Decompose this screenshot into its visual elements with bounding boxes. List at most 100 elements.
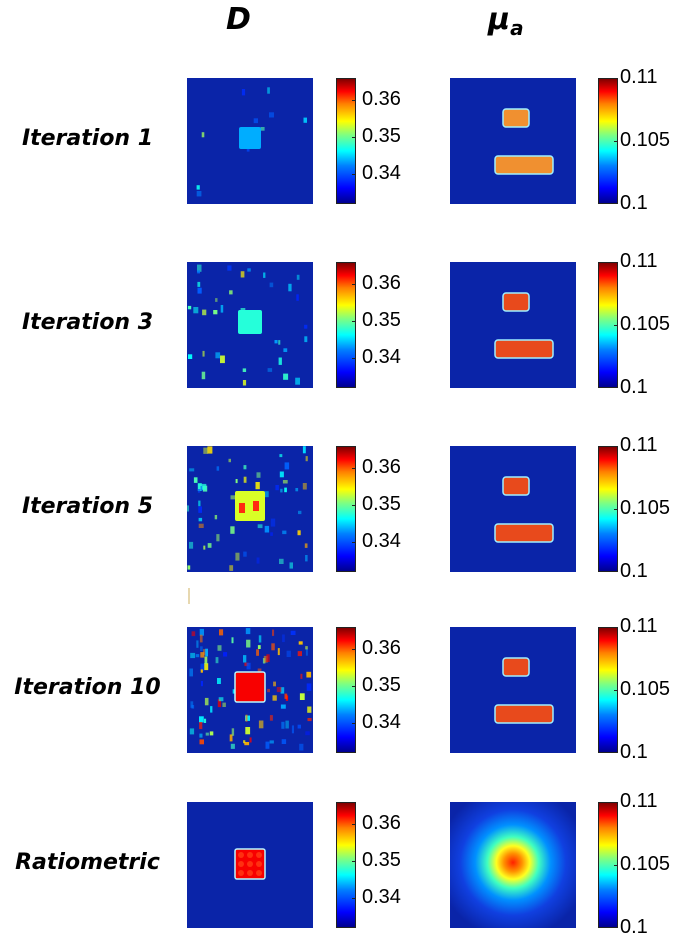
- d-colorbar-tick-label: 0.35: [362, 493, 401, 516]
- d-noise-speck: [305, 648, 308, 656]
- d-noise-speck: [204, 697, 209, 706]
- d-noise-speck: [269, 112, 274, 118]
- d-noise-speck: [279, 558, 284, 564]
- d-noise-speck: [202, 309, 207, 316]
- mu-a-map-panel: [450, 802, 576, 928]
- d-noise-speck: [272, 695, 277, 701]
- d-noise-speck: [217, 699, 222, 708]
- mu-a-upper-inclusion: [502, 292, 530, 312]
- d-noise-speck: [195, 654, 200, 658]
- d-noise-speck: [269, 715, 273, 721]
- mu-a-upper-inclusion: [502, 657, 530, 677]
- mu-a-lower-inclusion: [494, 339, 554, 359]
- mu-a-colorbar-tick-label: 0.11: [620, 790, 658, 812]
- mu-a-map-panel: [450, 627, 576, 753]
- d-noise-speck: [257, 524, 263, 529]
- d-noise-speck: [307, 718, 312, 722]
- mu-a-colorbar-tick-label: 0.105: [620, 497, 671, 519]
- mu-a-colorbar-tickmark: [614, 627, 618, 628]
- d-colorbar-tickmark: [352, 861, 356, 863]
- d-noise-speck: [218, 697, 224, 702]
- d-noise-speck: [223, 652, 228, 657]
- mu-a-colorbar-tickmark: [614, 387, 618, 388]
- d-noise-speck: [257, 645, 261, 649]
- d-noise-speck: [298, 641, 303, 645]
- mu-a-colorbar-tickmark: [614, 446, 618, 447]
- d-noise-speck: [302, 446, 306, 454]
- d-noise-speck: [229, 290, 233, 295]
- mu-a-colorbar-tick-label: 0.11: [620, 434, 658, 456]
- mu-a-upper-inclusion: [502, 476, 530, 496]
- d-noise-speck: [197, 489, 201, 493]
- d-noise-speck: [245, 628, 251, 635]
- d-noise-speck: [189, 468, 195, 472]
- d-noise-speck: [204, 663, 209, 671]
- mu-a-colorbar-tickmark: [614, 203, 618, 204]
- d-noise-speck: [297, 724, 301, 729]
- d-noise-speck: [215, 657, 219, 664]
- d-noise-speck: [193, 477, 198, 483]
- d-noise-speck: [198, 523, 204, 528]
- d-map-panel: [187, 78, 313, 204]
- d-noise-speck: [222, 702, 226, 707]
- d-noise-speck: [295, 488, 299, 492]
- d-noise-speck: [219, 629, 224, 636]
- d-noise-speck: [272, 629, 275, 636]
- d-noise-speck: [280, 687, 285, 694]
- column-header-mu-a: μa: [488, 2, 524, 40]
- d-noise-speck: [255, 482, 260, 490]
- d-colorbar-tick-label: 0.35: [362, 849, 401, 872]
- d-noise-speck: [306, 671, 312, 678]
- mu-a-colorbar-tickmark: [614, 325, 618, 326]
- d-colorbar: [336, 802, 356, 928]
- d-inclusion-cell: [256, 870, 262, 876]
- d-noise-speck: [215, 298, 218, 302]
- d-noise-speck: [284, 487, 287, 493]
- d-noise-speck: [284, 462, 290, 470]
- mu-a-colorbar-tick-label: 0.105: [620, 678, 671, 700]
- d-noise-speck: [200, 646, 203, 651]
- d-noise-speck: [267, 688, 270, 693]
- d-colorbar: [336, 446, 356, 572]
- d-map-panel: [187, 627, 313, 753]
- d-noise-speck: [280, 488, 283, 493]
- mu-a-map-background: [450, 446, 576, 572]
- d-noise-speck: [273, 681, 276, 687]
- d-colorbar: [336, 78, 356, 204]
- d-noise-speck: [275, 485, 279, 491]
- d-noise-speck: [243, 655, 247, 663]
- d-colorbar-tick-label: 0.35: [362, 125, 401, 148]
- d-noise-speck: [307, 706, 312, 713]
- d-noise-speck: [283, 348, 288, 352]
- d-noise-speck: [213, 310, 218, 315]
- d-noise-speck: [305, 456, 308, 462]
- mu-a-colorbar-tick-label: 0.1: [620, 916, 648, 938]
- d-colorbar-tick-label: 0.35: [362, 674, 401, 697]
- d-noise-speck: [242, 368, 247, 372]
- mu-a-colorbar-tick-label: 0.1: [620, 741, 648, 763]
- d-noise-speck: [247, 268, 251, 272]
- d-noise-speck: [283, 373, 289, 380]
- d-colorbar-tickmark: [352, 321, 356, 323]
- mu-a-colorbar-tickmark: [614, 141, 618, 142]
- d-noise-speck: [217, 645, 222, 651]
- d-inclusion: [239, 127, 261, 149]
- mu-a-colorbar-tick-label: 0.11: [620, 66, 658, 88]
- d-noise-speck: [198, 517, 203, 522]
- d-noise-speck: [191, 631, 196, 637]
- d-noise-speck: [187, 565, 191, 570]
- d-colorbar-tickmark: [352, 100, 356, 102]
- d-colorbar-tick-label: 0.36: [362, 456, 401, 479]
- d-noise-speck: [281, 721, 285, 729]
- d-noise-speck: [265, 741, 270, 749]
- d-noise-speck: [243, 465, 247, 470]
- d-noise-speck: [189, 541, 194, 549]
- mu-a-lower-inclusion: [494, 155, 554, 175]
- d-noise-speck: [249, 737, 252, 743]
- d-noise-speck: [230, 495, 236, 500]
- column-header-d: D: [226, 2, 251, 37]
- d-noise-speck: [216, 466, 220, 471]
- d-noise-speck: [191, 705, 195, 709]
- d-noise-speck: [197, 270, 200, 274]
- d-noise-speck: [193, 307, 199, 314]
